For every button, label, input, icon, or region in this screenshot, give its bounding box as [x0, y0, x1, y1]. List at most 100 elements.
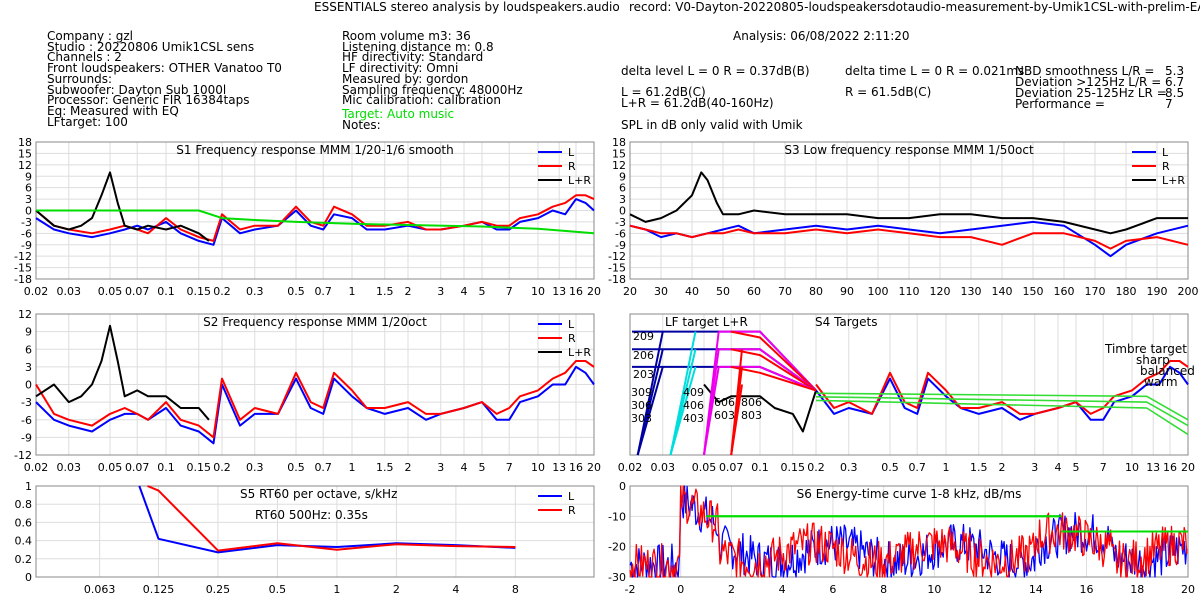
info-left-line: Channels : 2 — [47, 50, 122, 65]
x-tick-label: 0.15 — [187, 285, 212, 298]
y-tick-label: 18 — [18, 136, 32, 149]
legend-label: L — [568, 318, 575, 331]
lf-target-slope — [703, 366, 720, 456]
y-tick-label: 0 — [619, 480, 626, 493]
chart-title: S6 Energy-time curve 1-8 kHz, dB/ms — [797, 487, 1022, 501]
legend-label: L+R — [1162, 174, 1185, 187]
x-tick-label: 140 — [992, 285, 1013, 298]
x-tick-label: 5 — [479, 461, 486, 474]
x-tick-label: -2 — [625, 583, 636, 596]
x-tick-label: 8 — [512, 583, 519, 596]
y-tick-label: 9 — [25, 170, 32, 183]
target-label: 206 — [633, 349, 654, 362]
info-mid-line: LF directivity: Omni — [342, 61, 459, 76]
timbre-annotation: Timbre target — [1104, 342, 1187, 356]
y-tick-label: 0.8 — [15, 498, 33, 511]
x-tick-label: 120 — [930, 285, 951, 298]
y-tick-label: -3 — [21, 396, 32, 409]
x-tick-label: 8 — [880, 583, 887, 596]
etc-trace-r — [629, 485, 1188, 578]
x-tick-label: 3 — [437, 461, 444, 474]
x-tick-label: 90 — [840, 285, 854, 298]
x-tick-label: 0.2 — [213, 285, 231, 298]
spl-note: SPL in dB only valid with Umik — [621, 118, 803, 132]
x-tick-label: 0.5 — [287, 285, 305, 298]
x-tick-label: 0.03 — [651, 461, 676, 474]
x-tick-label: 100 — [868, 285, 889, 298]
info-target: Target: Auto music — [342, 107, 455, 121]
x-tick-label: 4 — [1054, 461, 1061, 474]
lf-target-line — [730, 330, 817, 392]
x-tick-label: 150 — [1023, 285, 1044, 298]
series-lplusr — [703, 383, 817, 433]
x-tick-label: 0.05 — [692, 461, 717, 474]
y-tick-label: -30 — [608, 571, 626, 584]
y-tick-label: -15 — [608, 262, 626, 275]
y-tick-label: -18 — [608, 273, 626, 286]
y-tick-label: -9 — [21, 431, 32, 444]
chart-s1: 0.02 0.03 0.05 0.07 0.1 0.15 0.2 0.3 0.5 0.7 1 1.5 2… — [14, 136, 601, 298]
chart-title: S4 Targets — [815, 315, 877, 329]
info-mid-line: Measured by: gordon — [342, 71, 469, 86]
x-tick-label: 0.03 — [57, 285, 82, 298]
legend-label: L — [1162, 146, 1169, 159]
x-tick-label: 0.02 — [24, 285, 49, 298]
x-tick-label: 3 — [437, 285, 444, 298]
timbre-annotation: sharp — [1136, 353, 1170, 367]
lr-level: L+R = 61.2dB(40-160Hz) — [621, 96, 774, 110]
lf-target-slope — [636, 366, 664, 456]
x-tick-label: 0.05 — [98, 461, 123, 474]
x-tick-label: 0.2 — [807, 461, 825, 474]
legend-label: R — [1162, 160, 1170, 173]
y-tick-label: -6 — [21, 227, 32, 240]
chart-title: S1 Frequency response MMM 1/20-1/6 smoot… — [176, 143, 453, 157]
chart-title: S3 Low frequency response MMM 1/50oct — [784, 143, 1034, 157]
x-tick-label: 4 — [452, 583, 459, 596]
x-tick-label: 0.063 — [84, 583, 116, 596]
y-tick-label: -6 — [615, 227, 626, 240]
y-tick-label: 15 — [18, 147, 32, 160]
perf-value: 7 — [1165, 97, 1173, 111]
x-tick-label: 16 — [1163, 461, 1177, 474]
x-tick-label: 7 — [506, 461, 513, 474]
x-tick-label: 10 — [927, 583, 941, 596]
info-left-line: Studio : 20220806 Umik1CSL sens — [47, 39, 255, 54]
x-tick-label: 5 — [479, 285, 486, 298]
x-tick-label: 1 — [349, 461, 356, 474]
chart-subtitle: LF target L+R — [665, 315, 748, 329]
target-label: 403 — [683, 412, 704, 425]
x-tick-label: 0.03 — [57, 461, 82, 474]
x-tick-label: 60 — [747, 285, 761, 298]
info-left-line: Company : gzl — [47, 29, 134, 43]
x-tick-label: 1 — [349, 285, 356, 298]
y-tick-label: 3 — [619, 193, 626, 206]
x-tick-label: 0.02 — [618, 461, 643, 474]
legend-label: R — [568, 160, 576, 173]
target-label: 203 — [633, 368, 654, 381]
target-label: 806 — [741, 396, 762, 409]
timbre-line — [815, 399, 1189, 436]
info-left-line: Eq: Measured with EQ — [47, 103, 179, 118]
series-r — [35, 194, 595, 242]
x-tick-label: 20 — [587, 285, 601, 298]
x-tick-label: 20 — [1181, 461, 1195, 474]
x-tick-label: 130 — [961, 285, 982, 298]
series-r — [815, 360, 1189, 415]
x-tick-label: 6 — [829, 583, 836, 596]
x-tick-label: 2 — [405, 461, 412, 474]
x-tick-label: 0.07 — [125, 285, 150, 298]
info-left-line: Surrounds: — [47, 71, 113, 86]
x-tick-label: 0.1 — [157, 461, 175, 474]
series-lplusr — [35, 171, 210, 242]
chart-s4: 0.02 0.03 0.05 0.07 0.1 0.15 0.2 0.3 0.5 0.7 1 1.5 2… — [618, 313, 1195, 474]
x-tick-label: 16 — [1080, 583, 1094, 596]
info-left-line: Front loudspeakers: OTHER Vanatoo T0 — [47, 61, 282, 76]
x-tick-label: 16 — [569, 461, 583, 474]
legend-label: L+R — [568, 346, 591, 359]
x-tick-label: 18 — [1130, 583, 1144, 596]
x-tick-label: 12 — [978, 583, 992, 596]
x-tick-label: 0.5 — [287, 461, 305, 474]
x-tick-label: 1.5 — [376, 461, 394, 474]
